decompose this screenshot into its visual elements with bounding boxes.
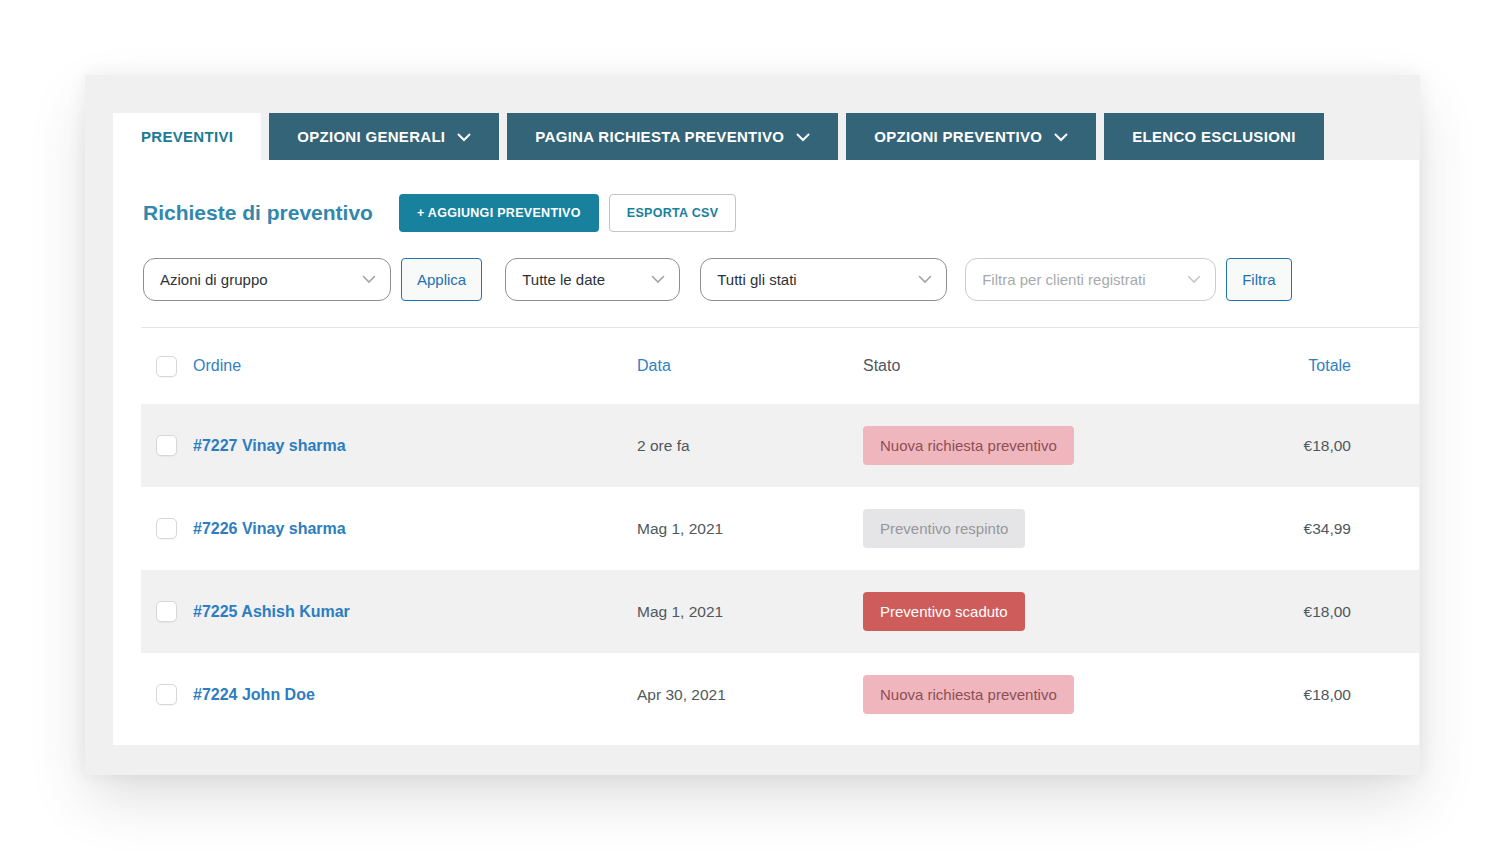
chevron-down-icon bbox=[918, 275, 932, 284]
row-checkbox[interactable] bbox=[156, 518, 177, 539]
order-date: 2 ore fa bbox=[637, 437, 863, 455]
date-filter-value: Tutte le date bbox=[522, 271, 605, 288]
tab-opzioni-preventivo[interactable]: OPZIONI PREVENTIVO bbox=[846, 113, 1096, 160]
tab-preventivi[interactable]: PREVENTIVI bbox=[113, 113, 261, 160]
customer-filter-placeholder: Filtra per clienti registrati bbox=[982, 271, 1145, 288]
order-total: €34,99 bbox=[1211, 520, 1419, 538]
tab-bar: PREVENTIVI OPZIONI GENERALI PAGINA RICHI… bbox=[113, 113, 1390, 160]
tab-label: PREVENTIVI bbox=[141, 128, 233, 145]
page-header: Richieste di preventivo + AGGIUNGI PREVE… bbox=[113, 160, 1419, 232]
status-badge: Nuova richiesta preventivo bbox=[863, 675, 1074, 714]
status-badge: Preventivo scaduto bbox=[863, 592, 1025, 631]
order-link[interactable]: #7225 Ashish Kumar bbox=[193, 603, 350, 620]
tab-label: OPZIONI PREVENTIVO bbox=[874, 128, 1042, 145]
order-link[interactable]: #7227 Vinay sharma bbox=[193, 437, 346, 454]
chevron-down-icon bbox=[457, 133, 471, 142]
order-date: Apr 30, 2021 bbox=[637, 686, 863, 704]
table-header-row: Ordine Data Stato Totale bbox=[141, 328, 1419, 404]
row-checkbox[interactable] bbox=[156, 601, 177, 622]
status-badge: Preventivo respinto bbox=[863, 509, 1025, 548]
column-header-stato: Stato bbox=[863, 357, 1211, 375]
tab-label: PAGINA RICHIESTA PREVENTIVO bbox=[535, 128, 784, 145]
column-header-totale[interactable]: Totale bbox=[1308, 357, 1351, 374]
row-checkbox[interactable] bbox=[156, 435, 177, 456]
order-link[interactable]: #7224 John Doe bbox=[193, 686, 315, 703]
select-all-checkbox[interactable] bbox=[156, 356, 177, 377]
date-filter-select[interactable]: Tutte le date bbox=[505, 258, 680, 301]
tab-opzioni-generali[interactable]: OPZIONI GENERALI bbox=[269, 113, 499, 160]
row-checkbox[interactable] bbox=[156, 684, 177, 705]
chevron-down-icon bbox=[1054, 133, 1068, 142]
status-filter-value: Tutti gli stati bbox=[717, 271, 796, 288]
table-body: #7227 Vinay sharma 2 ore fa Nuova richie… bbox=[141, 404, 1419, 736]
bulk-actions-value: Azioni di gruppo bbox=[160, 271, 268, 288]
page-title: Richieste di preventivo bbox=[143, 201, 373, 225]
filter-toolbar: Azioni di gruppo Applica Tutte le date T… bbox=[143, 258, 1389, 301]
quotes-table: Ordine Data Stato Totale #7227 Vinay sha… bbox=[141, 327, 1419, 736]
tab-label: ELENCO ESCLUSIONI bbox=[1132, 128, 1295, 145]
status-badge: Nuova richiesta preventivo bbox=[863, 426, 1074, 465]
order-date: Mag 1, 2021 bbox=[637, 603, 863, 621]
order-date: Mag 1, 2021 bbox=[637, 520, 863, 538]
filter-button[interactable]: Filtra bbox=[1226, 258, 1291, 301]
apply-button[interactable]: Applica bbox=[401, 258, 482, 301]
chevron-down-icon bbox=[651, 275, 665, 284]
chevron-down-icon bbox=[362, 275, 376, 284]
tab-pagina-richiesta-preventivo[interactable]: PAGINA RICHIESTA PREVENTIVO bbox=[507, 113, 838, 160]
chevron-down-icon bbox=[796, 133, 810, 142]
order-link[interactable]: #7226 Vinay sharma bbox=[193, 520, 346, 537]
table-row: #7224 John Doe Apr 30, 2021 Nuova richie… bbox=[141, 653, 1419, 736]
bulk-actions-select[interactable]: Azioni di gruppo bbox=[143, 258, 391, 301]
status-filter-select[interactable]: Tutti gli stati bbox=[700, 258, 947, 301]
chevron-down-icon bbox=[1187, 275, 1201, 284]
plugin-settings-card: PREVENTIVI OPZIONI GENERALI PAGINA RICHI… bbox=[85, 75, 1420, 775]
order-total: €18,00 bbox=[1211, 437, 1419, 455]
table-row: #7226 Vinay sharma Mag 1, 2021 Preventiv… bbox=[141, 487, 1419, 570]
tab-label: OPZIONI GENERALI bbox=[297, 128, 445, 145]
column-header-data[interactable]: Data bbox=[637, 357, 671, 374]
content-panel: Richieste di preventivo + AGGIUNGI PREVE… bbox=[113, 160, 1419, 745]
customer-filter-select[interactable]: Filtra per clienti registrati bbox=[965, 258, 1216, 301]
order-total: €18,00 bbox=[1211, 603, 1419, 621]
export-csv-button[interactable]: ESPORTA CSV bbox=[609, 194, 737, 232]
add-quote-button[interactable]: + AGGIUNGI PREVENTIVO bbox=[399, 194, 599, 232]
table-row: #7225 Ashish Kumar Mag 1, 2021 Preventiv… bbox=[141, 570, 1419, 653]
column-header-ordine[interactable]: Ordine bbox=[193, 357, 241, 374]
tab-elenco-esclusioni[interactable]: ELENCO ESCLUSIONI bbox=[1104, 113, 1323, 160]
table-row: #7227 Vinay sharma 2 ore fa Nuova richie… bbox=[141, 404, 1419, 487]
order-total: €18,00 bbox=[1211, 686, 1419, 704]
